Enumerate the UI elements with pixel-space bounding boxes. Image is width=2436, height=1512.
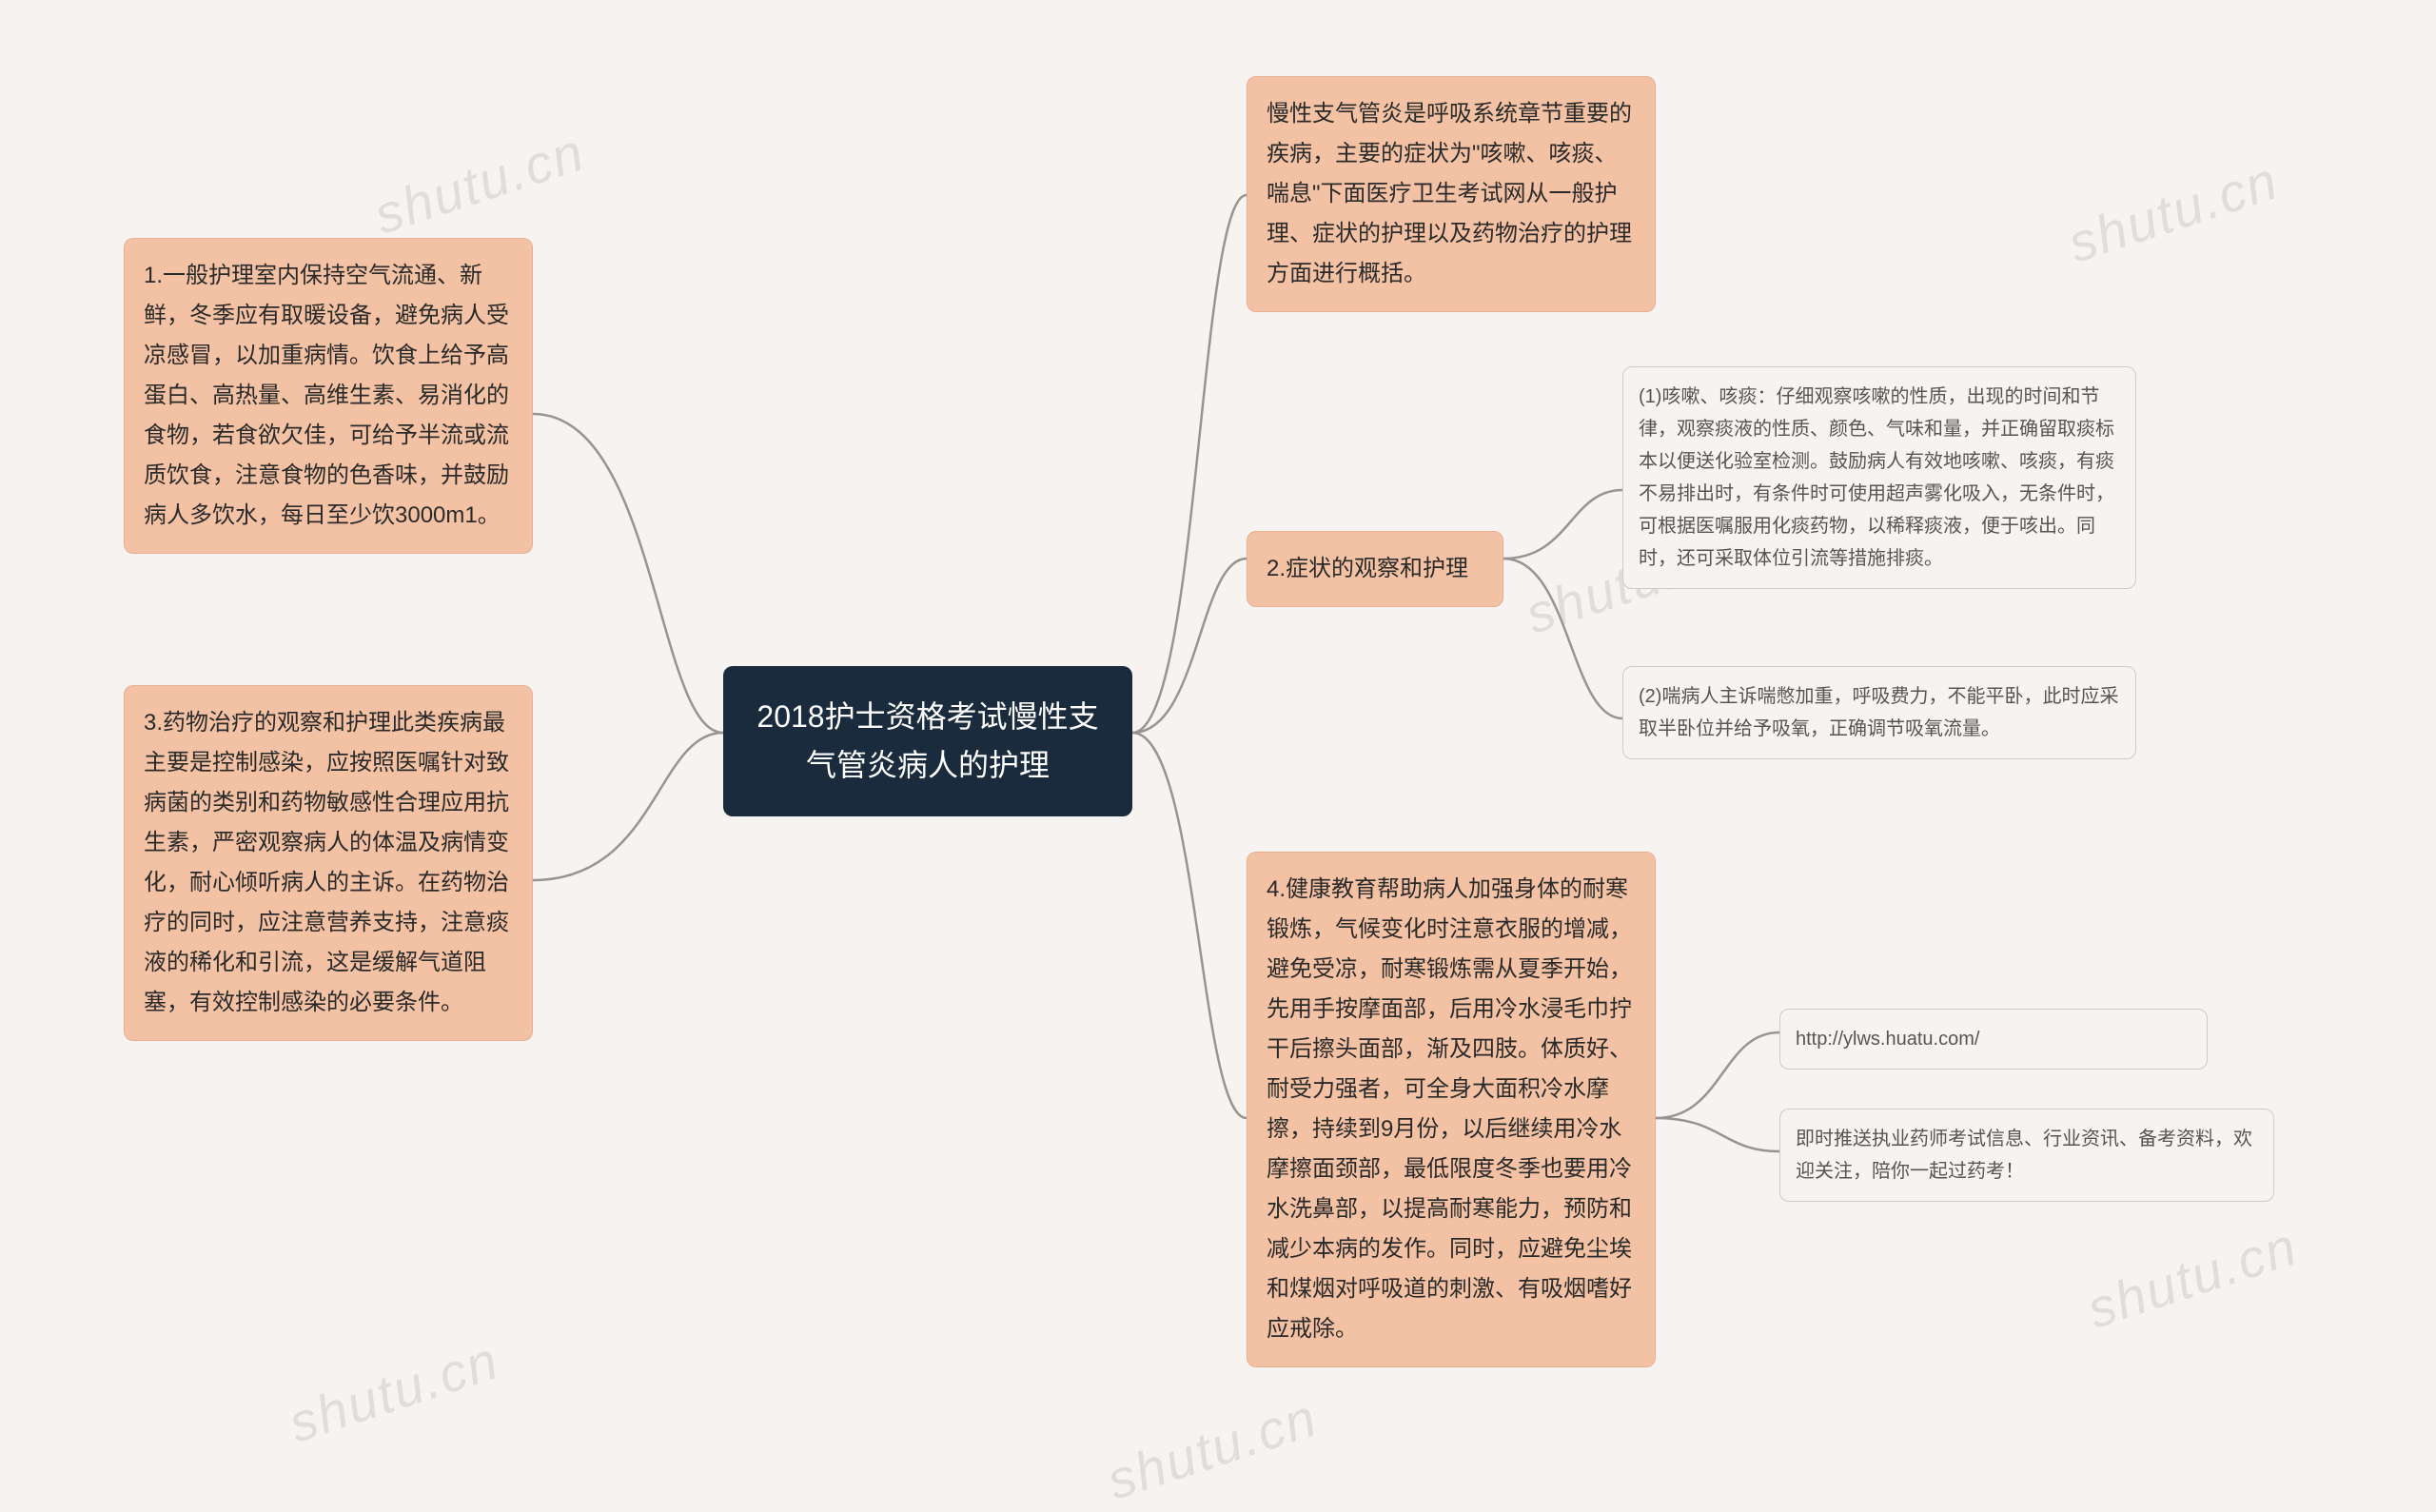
connector	[1656, 1118, 1779, 1151]
connector	[533, 414, 723, 733]
leaf-node-2-2[interactable]: (2)喘病人主诉喘憋加重，呼吸费力，不能平卧，此时应采取半卧位并给予吸氧，正确调…	[1622, 666, 2136, 759]
watermark: shutu.cn	[282, 1328, 507, 1454]
leaf-node-2-1[interactable]: (1)咳嗽、咳痰：仔细观察咳嗽的性质，出现的时间和节律，观察痰液的性质、颜色、气…	[1622, 366, 2136, 589]
connector	[1656, 1032, 1779, 1118]
connector	[1503, 490, 1622, 559]
branch-text: 2.症状的观察和护理	[1267, 556, 1468, 581]
watermark: shutu.cn	[1100, 1385, 1326, 1511]
branch-node-1[interactable]: 1.一般护理室内保持空气流通、新鲜，冬季应有取暖设备，避免病人受凉感冒，以加重病…	[124, 238, 533, 554]
branch-text: 1.一般护理室内保持空气流通、新鲜，冬季应有取暖设备，避免病人受凉感冒，以加重病…	[144, 263, 509, 528]
branch-text: 慢性支气管炎是呼吸系统章节重要的疾病，主要的症状为"咳嗽、咳痰、喘息"下面医疗卫…	[1267, 101, 1632, 286]
branch-node-3[interactable]: 3.药物治疗的观察和护理此类疾病最主要是控制感染，应按照医嘱针对致病菌的类别和药…	[124, 685, 533, 1041]
leaf-node-4-2[interactable]: 即时推送执业药师考试信息、行业资讯、备考资料，欢迎关注，陪你一起过药考！	[1779, 1109, 2274, 1202]
center-text: 2018护士资格考试慢性支气管炎病人的护理	[756, 699, 1098, 782]
connector	[1132, 733, 1247, 1118]
watermark: shutu.cn	[2061, 148, 2287, 274]
watermark: shutu.cn	[367, 120, 593, 245]
watermark: shutu.cn	[2080, 1214, 2306, 1340]
leaf-text: (2)喘病人主诉喘憋加重，呼吸费力，不能平卧，此时应采取半卧位并给予吸氧，正确调…	[1639, 686, 2118, 739]
leaf-text: (1)咳嗽、咳痰：仔细观察咳嗽的性质，出现的时间和节律，观察痰液的性质、颜色、气…	[1639, 386, 2114, 569]
branch-text: 4.健康教育帮助病人加强身体的耐寒锻炼，气候变化时注意衣服的增减，避免受凉，耐寒…	[1267, 876, 1632, 1342]
branch-node-2[interactable]: 2.症状的观察和护理	[1247, 531, 1503, 607]
connector	[533, 733, 723, 880]
branch-node-intro[interactable]: 慢性支气管炎是呼吸系统章节重要的疾病，主要的症状为"咳嗽、咳痰、喘息"下面医疗卫…	[1247, 76, 1656, 312]
leaf-text: http://ylws.huatu.com/	[1796, 1029, 1979, 1050]
branch-node-4[interactable]: 4.健康教育帮助病人加强身体的耐寒锻炼，气候变化时注意衣服的增减，避免受凉，耐寒…	[1247, 852, 1656, 1367]
connector	[1132, 559, 1247, 733]
connector	[1132, 195, 1247, 733]
leaf-text: 即时推送执业药师考试信息、行业资讯、备考资料，欢迎关注，陪你一起过药考！	[1796, 1129, 2252, 1182]
connector	[1503, 559, 1622, 718]
leaf-node-4-1[interactable]: http://ylws.huatu.com/	[1779, 1009, 2208, 1070]
branch-text: 3.药物治疗的观察和护理此类疾病最主要是控制感染，应按照医嘱针对致病菌的类别和药…	[144, 710, 509, 1015]
center-node[interactable]: 2018护士资格考试慢性支气管炎病人的护理	[723, 666, 1132, 816]
